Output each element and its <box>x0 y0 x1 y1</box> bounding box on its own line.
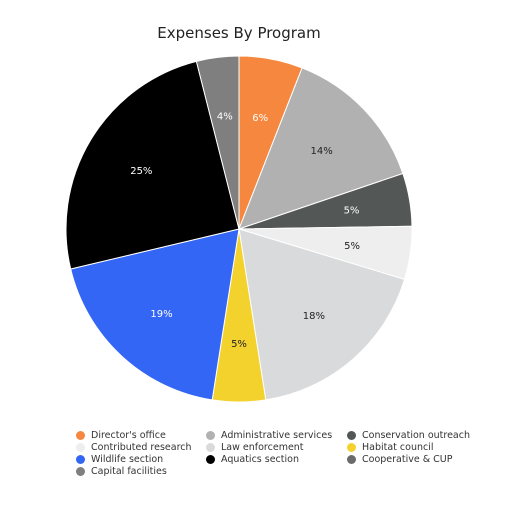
legend-item: Habitat council <box>347 442 434 453</box>
legend-label: Contributed research <box>91 442 192 453</box>
pie-slice-4 <box>238 228 406 401</box>
legend-swatch <box>76 431 85 440</box>
legend-item: Wildlife section <box>76 454 163 465</box>
pie-slice-8 <box>195 55 240 230</box>
legend-label: Director's office <box>91 430 166 441</box>
chart-title: Expenses By Program <box>157 24 321 42</box>
pie-slice-1 <box>238 67 404 230</box>
slice-label-5: 5% <box>231 339 247 350</box>
pie-slice-6 <box>70 228 240 401</box>
legend-swatch <box>347 443 356 452</box>
legend-label: Administrative services <box>221 430 333 441</box>
legend-label: Aquatics section <box>221 454 299 465</box>
slice-label-7: 25% <box>130 166 152 177</box>
legend-label: Capital facilities <box>91 466 167 477</box>
legend-item: Capital facilities <box>76 466 167 477</box>
legend-label: Cooperative & CUP <box>362 454 453 465</box>
legend-label: Wildlife section <box>91 454 164 465</box>
legend-label: Habitat council <box>362 442 434 453</box>
legend-swatch <box>347 431 356 440</box>
legend-swatch <box>206 455 215 464</box>
legend-swatch <box>347 455 356 464</box>
legend-item: Aquatics section <box>206 454 299 465</box>
legend-swatch <box>206 431 215 440</box>
slice-label-1: 14% <box>310 146 332 157</box>
pie-chart: 6% 14% 5% 5% 18% 5% 19% 25% 4% <box>65 55 413 403</box>
legend-swatch <box>76 467 85 476</box>
legend-item: Contributed research <box>76 442 192 453</box>
legend-label: Conservation outreach <box>362 430 470 441</box>
legend-label: Law enforcement <box>221 442 304 453</box>
slice-label-2: 5% <box>344 206 360 217</box>
legend-item: Law enforcement <box>206 442 304 453</box>
legend-item: Conservation outreach <box>347 430 470 441</box>
slice-label-3: 5% <box>344 241 360 252</box>
slice-label-4: 18% <box>303 311 325 322</box>
legend-item: Administrative services <box>206 430 332 441</box>
legend-swatch <box>76 455 85 464</box>
slice-label-8: 4% <box>217 112 233 123</box>
legend-swatch <box>76 443 85 452</box>
slice-label-6: 19% <box>150 309 172 320</box>
legend-item: Cooperative & CUP <box>347 454 452 465</box>
legend-item: Director's office <box>76 430 166 441</box>
legend-swatch <box>206 443 215 452</box>
slice-label-0: 6% <box>252 113 268 124</box>
pie-slice-7 <box>65 60 240 270</box>
